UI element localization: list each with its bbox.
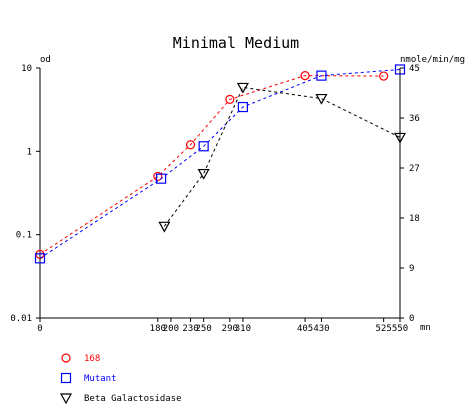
y-right-tick-label: 0	[409, 314, 414, 324]
y-right-tick-label: 45	[409, 64, 420, 74]
data-point	[236, 82, 249, 94]
legend: 168 Mutant Beta Galactosidase	[59, 353, 182, 405]
x-tick-label: 230	[182, 324, 198, 334]
series-line	[39, 69, 401, 259]
x-tick-label: 290	[222, 324, 238, 334]
y-right-tick-label: 36	[409, 114, 420, 124]
y-left-tick-label: 0.1	[16, 231, 32, 241]
y-left-tick-label: 0.01	[10, 314, 32, 324]
data-point	[225, 94, 235, 104]
series-2	[158, 82, 407, 233]
legend-label: 168	[84, 354, 100, 364]
x-tick-label: 180	[150, 324, 166, 334]
series-line	[39, 75, 384, 255]
x-tick-label: 430	[313, 324, 329, 334]
x-axis-unit-label: mn	[420, 323, 431, 333]
x-tick-label: 525	[376, 324, 392, 334]
series-1	[34, 64, 406, 264]
data-point	[300, 71, 310, 81]
data-point	[316, 70, 327, 81]
y-left-axis-label: od	[40, 55, 51, 65]
legend-label: Mutant	[84, 374, 117, 384]
data-point	[158, 221, 171, 233]
data-point	[198, 141, 209, 152]
legend-marker	[60, 372, 72, 384]
data-point	[394, 64, 406, 75]
y-left-tick-label: 1	[27, 147, 32, 157]
series-group	[34, 64, 407, 264]
x-tick-label: 550	[392, 324, 408, 334]
data-point	[185, 140, 196, 150]
data-point	[379, 71, 389, 81]
x-tick-label: 200	[163, 324, 179, 334]
y-left-tick-label: 10	[21, 64, 32, 74]
data-point	[237, 101, 249, 113]
x-tick-label: 250	[196, 324, 212, 334]
y-right-axis-label: nmole/min/mg	[400, 55, 465, 65]
series-line	[163, 86, 401, 227]
data-point	[155, 173, 167, 184]
legend-marker	[59, 393, 73, 405]
x-tick-label: 405	[297, 324, 313, 334]
data-point	[34, 253, 46, 264]
data-point	[153, 171, 163, 182]
data-point	[315, 93, 328, 105]
legend-label: Beta Galactosidase	[84, 394, 182, 404]
y-right-tick-label: 18	[409, 214, 420, 224]
x-tick-label: 310	[235, 324, 251, 334]
legend-marker	[61, 353, 71, 363]
chart-title: Minimal Medium	[173, 34, 299, 52]
y-right-tick-label: 9	[409, 264, 414, 274]
data-point	[393, 132, 407, 144]
x-tick-label: 0	[37, 324, 42, 334]
data-point	[197, 168, 210, 180]
y-right-tick-label: 27	[409, 164, 420, 174]
series-0	[35, 71, 389, 259]
axes	[39, 68, 401, 319]
